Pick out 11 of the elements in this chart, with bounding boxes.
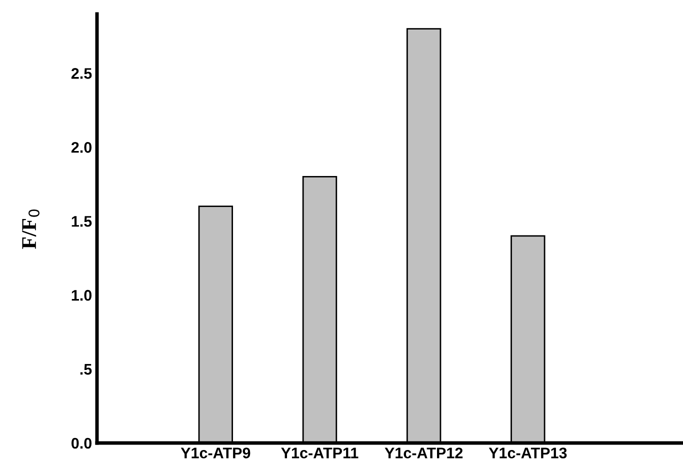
x-tick-label: Y1c-ATP11 <box>281 448 358 458</box>
y-axis-title: F/F$_{0}$ <box>22 209 40 249</box>
x-tick-label: Y1c-ATP13 <box>488 448 567 458</box>
y-tick-label: .5 <box>80 364 92 375</box>
y-tick-label: 2.5 <box>71 68 92 79</box>
x-tick-label: Y1c-ATP12 <box>384 448 463 458</box>
y-tick-label: 0.0 <box>72 438 92 449</box>
x-tick-label: Y1c-ATP9 <box>180 448 250 458</box>
y-tick-label: 2.0 <box>71 142 92 153</box>
y-tick-label: 1.0 <box>72 290 92 301</box>
y-tick-label: 1.5 <box>72 216 92 227</box>
